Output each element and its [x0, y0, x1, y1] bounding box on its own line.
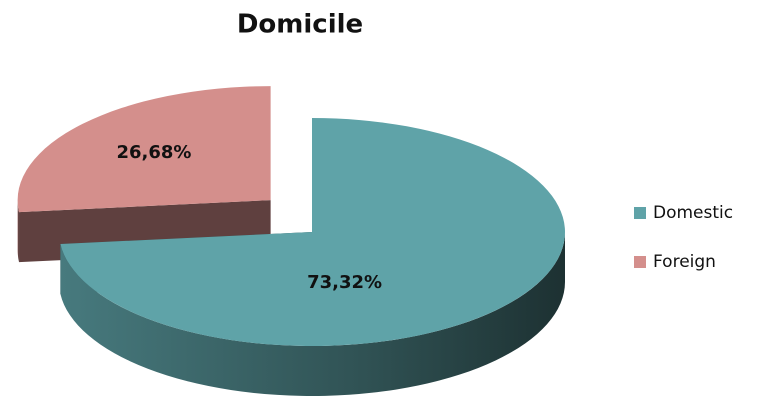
slice — [17, 86, 271, 213]
chart-title: Domicile — [237, 10, 363, 40]
legend-swatch — [634, 207, 646, 219]
data-label: 26,68% — [117, 142, 192, 163]
legend-swatch — [634, 256, 646, 268]
data-label: 73,32% — [307, 272, 382, 293]
legend-label: Domestic — [653, 203, 733, 223]
slice-side — [17, 200, 20, 263]
legend-label: Foreign — [653, 252, 716, 272]
slice — [60, 118, 565, 347]
slice-side — [60, 232, 566, 397]
